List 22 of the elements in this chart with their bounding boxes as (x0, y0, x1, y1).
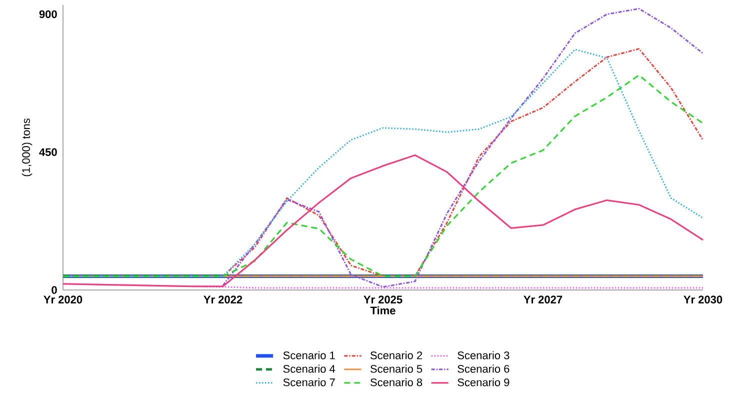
y-tick-label: 450 (39, 148, 57, 156)
legend-label: Scenario 1 (283, 351, 335, 360)
legend-label: Scenario 8 (370, 378, 422, 386)
legend-label: Scenario 3 (458, 351, 510, 360)
x-tick-label: Yr 2025 (364, 296, 402, 304)
legend-label: Scenario 7 (283, 378, 335, 386)
legend-label: Scenario 4 (283, 364, 336, 373)
line-series (222, 8, 704, 288)
line-series (222, 48, 704, 277)
legend-label: Scenario 5 (370, 364, 422, 373)
x-axis-title: Time (370, 306, 396, 314)
legend-label: Scenario 2 (370, 351, 422, 360)
y-tick-label: 0 (52, 286, 57, 294)
x-tick-label: Yr 2020 (44, 296, 82, 304)
y-axis-title: (1,000) tons (22, 118, 32, 176)
y-tick-label: 900 (39, 10, 57, 18)
line-series (62, 154, 704, 288)
x-tick-label: Yr 2022 (204, 296, 242, 304)
legend-label: Scenario 6 (458, 364, 510, 373)
x-tick-label: Yr 2027 (524, 296, 562, 304)
x-tick-label: Yr 2030 (684, 296, 722, 304)
legend-label: Scenario 9 (458, 378, 510, 386)
